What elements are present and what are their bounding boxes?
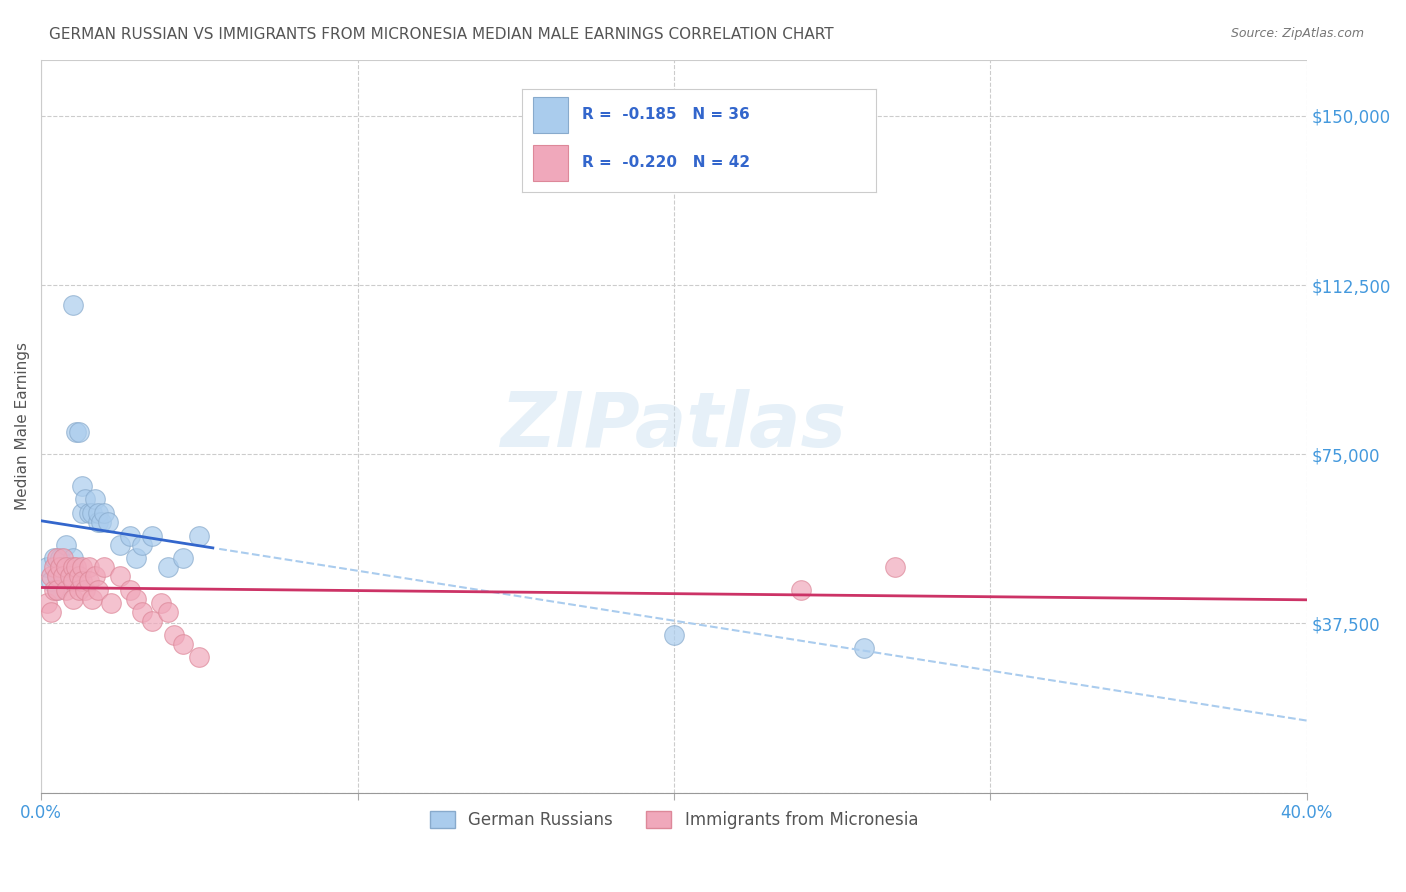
Point <box>75 582 97 597</box>
Point <box>55 537 77 551</box>
Point <box>80 591 103 606</box>
Point <box>118 582 141 597</box>
Text: Source: ZipAtlas.com: Source: ZipAtlas.com <box>1230 27 1364 40</box>
Point <box>45 551 67 566</box>
Point <box>70 506 93 520</box>
Point <box>42 560 65 574</box>
Point <box>131 605 153 619</box>
Point <box>77 574 100 588</box>
Point <box>39 574 62 588</box>
Point <box>42 582 65 597</box>
Point <box>87 582 110 597</box>
Point <box>49 560 72 574</box>
Point <box>150 596 173 610</box>
Point <box>62 551 84 566</box>
Point <box>188 650 211 665</box>
Point <box>39 569 62 583</box>
Point <box>96 515 118 529</box>
Point <box>67 582 90 597</box>
Point <box>42 551 65 566</box>
Point <box>77 560 100 574</box>
Point <box>156 560 179 574</box>
Point <box>110 537 132 551</box>
Point <box>45 582 67 597</box>
Point <box>163 628 186 642</box>
Point <box>141 614 163 628</box>
Point <box>65 560 87 574</box>
Point <box>52 569 75 583</box>
Point <box>789 582 811 597</box>
Point <box>100 596 122 610</box>
Legend: German Russians, Immigrants from Micronesia: German Russians, Immigrants from Microne… <box>423 804 925 836</box>
Point <box>58 569 80 583</box>
Point <box>87 506 110 520</box>
Point <box>118 528 141 542</box>
Point <box>87 515 110 529</box>
Point <box>67 425 90 439</box>
Point <box>70 560 93 574</box>
Point <box>884 560 907 574</box>
Point <box>70 479 93 493</box>
Point <box>62 298 84 312</box>
Point <box>55 560 77 574</box>
Point <box>77 506 100 520</box>
Point <box>45 582 67 597</box>
Point <box>49 560 72 574</box>
Point <box>37 560 59 574</box>
Point <box>93 560 115 574</box>
Point <box>662 628 685 642</box>
Point <box>49 551 72 566</box>
Point <box>141 528 163 542</box>
Point <box>52 569 75 583</box>
Point <box>75 492 97 507</box>
Point <box>45 569 67 583</box>
Point <box>70 574 93 588</box>
Point <box>67 569 90 583</box>
Point <box>58 569 80 583</box>
Point <box>90 515 112 529</box>
Point <box>110 569 132 583</box>
Point <box>62 574 84 588</box>
Point <box>852 641 875 656</box>
Point <box>65 425 87 439</box>
Point <box>45 569 67 583</box>
Point <box>125 551 148 566</box>
Text: GERMAN RUSSIAN VS IMMIGRANTS FROM MICRONESIA MEDIAN MALE EARNINGS CORRELATION CH: GERMAN RUSSIAN VS IMMIGRANTS FROM MICRON… <box>49 27 834 42</box>
Point <box>83 569 105 583</box>
Point <box>173 637 195 651</box>
Point <box>39 605 62 619</box>
Point <box>62 591 84 606</box>
Point <box>173 551 195 566</box>
Point <box>93 506 115 520</box>
Point <box>37 596 59 610</box>
Point <box>156 605 179 619</box>
Point <box>83 492 105 507</box>
Text: ZIPatlas: ZIPatlas <box>501 389 846 463</box>
Point <box>131 537 153 551</box>
Point <box>80 506 103 520</box>
Point <box>52 551 75 566</box>
Point <box>55 560 77 574</box>
Y-axis label: Median Male Earnings: Median Male Earnings <box>15 343 30 510</box>
Point <box>188 528 211 542</box>
Point <box>125 591 148 606</box>
Point <box>55 582 77 597</box>
Point <box>62 560 84 574</box>
